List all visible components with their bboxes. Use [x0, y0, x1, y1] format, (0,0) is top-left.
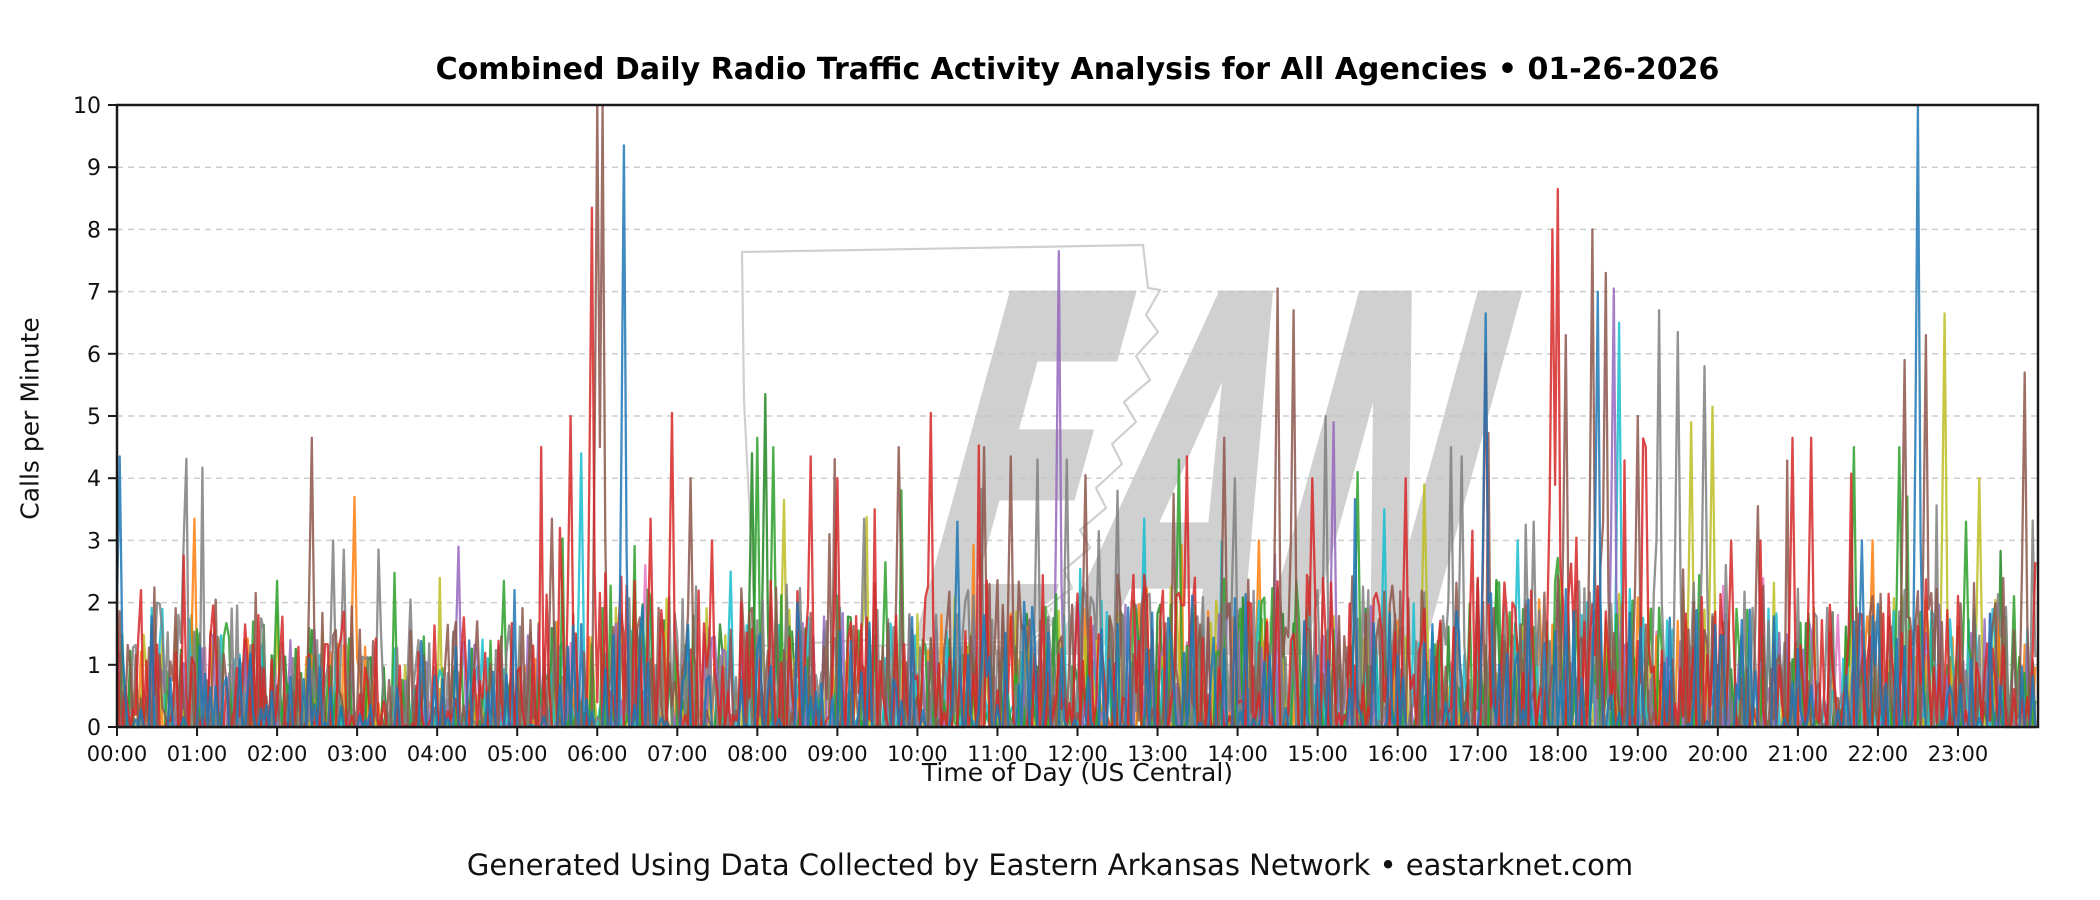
series-line-blue	[115, 103, 2037, 729]
y-tick-label: 1	[87, 654, 101, 679]
y-tick-label: 6	[87, 343, 101, 368]
x-tick-label: 05:00	[487, 742, 548, 766]
x-tick-label: 21:00	[1768, 742, 1829, 766]
x-tick-label: 12:00	[1047, 742, 1108, 766]
x-axis-label: Time of Day (US Central)	[921, 758, 1234, 787]
y-tick-label: 0	[87, 716, 101, 741]
y-tick-label: 3	[87, 529, 101, 554]
axis-ticks	[108, 104, 1959, 736]
y-tick-label: 8	[87, 218, 101, 243]
x-tick-label: 20:00	[1688, 742, 1749, 766]
x-tick-label: 18:00	[1527, 742, 1588, 766]
x-tick-label: 04:00	[407, 742, 468, 766]
axis-tick-labels: 00:00 01:00 02:00 03:00 04:00 05:00 06:00 07:00…	[73, 94, 1988, 766]
x-tick-label: 00:00	[87, 742, 148, 766]
y-axis-label: Calls per Minute	[15, 317, 45, 520]
x-tick-label: 07:00	[647, 742, 708, 766]
footer-credit: Generated Using Data Collected by Easter…	[466, 848, 1634, 882]
y-tick-label: 5	[87, 405, 101, 430]
x-tick-label: 11:00	[967, 742, 1028, 766]
x-tick-label: 03:00	[327, 742, 388, 766]
y-tick-label: 7	[87, 281, 101, 306]
x-tick-label: 23:00	[1928, 742, 1989, 766]
x-tick-label: 09:00	[807, 742, 868, 766]
x-tick-label: 01:00	[167, 742, 228, 766]
chart-title: Combined Daily Radio Traffic Activity An…	[435, 52, 1720, 87]
x-tick-label: 13:00	[1127, 742, 1188, 766]
x-tick-label: 16:00	[1367, 742, 1428, 766]
x-tick-label: 10:00	[887, 742, 948, 766]
y-tick-label: 10	[73, 94, 101, 119]
x-tick-label: 06:00	[567, 742, 628, 766]
x-tick-label: 08:00	[727, 742, 788, 766]
y-tick-label: 2	[87, 592, 101, 617]
y-tick-label: 9	[87, 156, 101, 181]
y-tick-label: 4	[87, 467, 101, 492]
x-tick-label: 14:00	[1207, 742, 1268, 766]
x-tick-label: 22:00	[1848, 742, 1909, 766]
x-tick-label: 15:00	[1287, 742, 1348, 766]
x-tick-label: 17:00	[1447, 742, 1508, 766]
x-tick-label: 02:00	[247, 742, 308, 766]
x-tick-label: 19:00	[1608, 742, 1669, 766]
